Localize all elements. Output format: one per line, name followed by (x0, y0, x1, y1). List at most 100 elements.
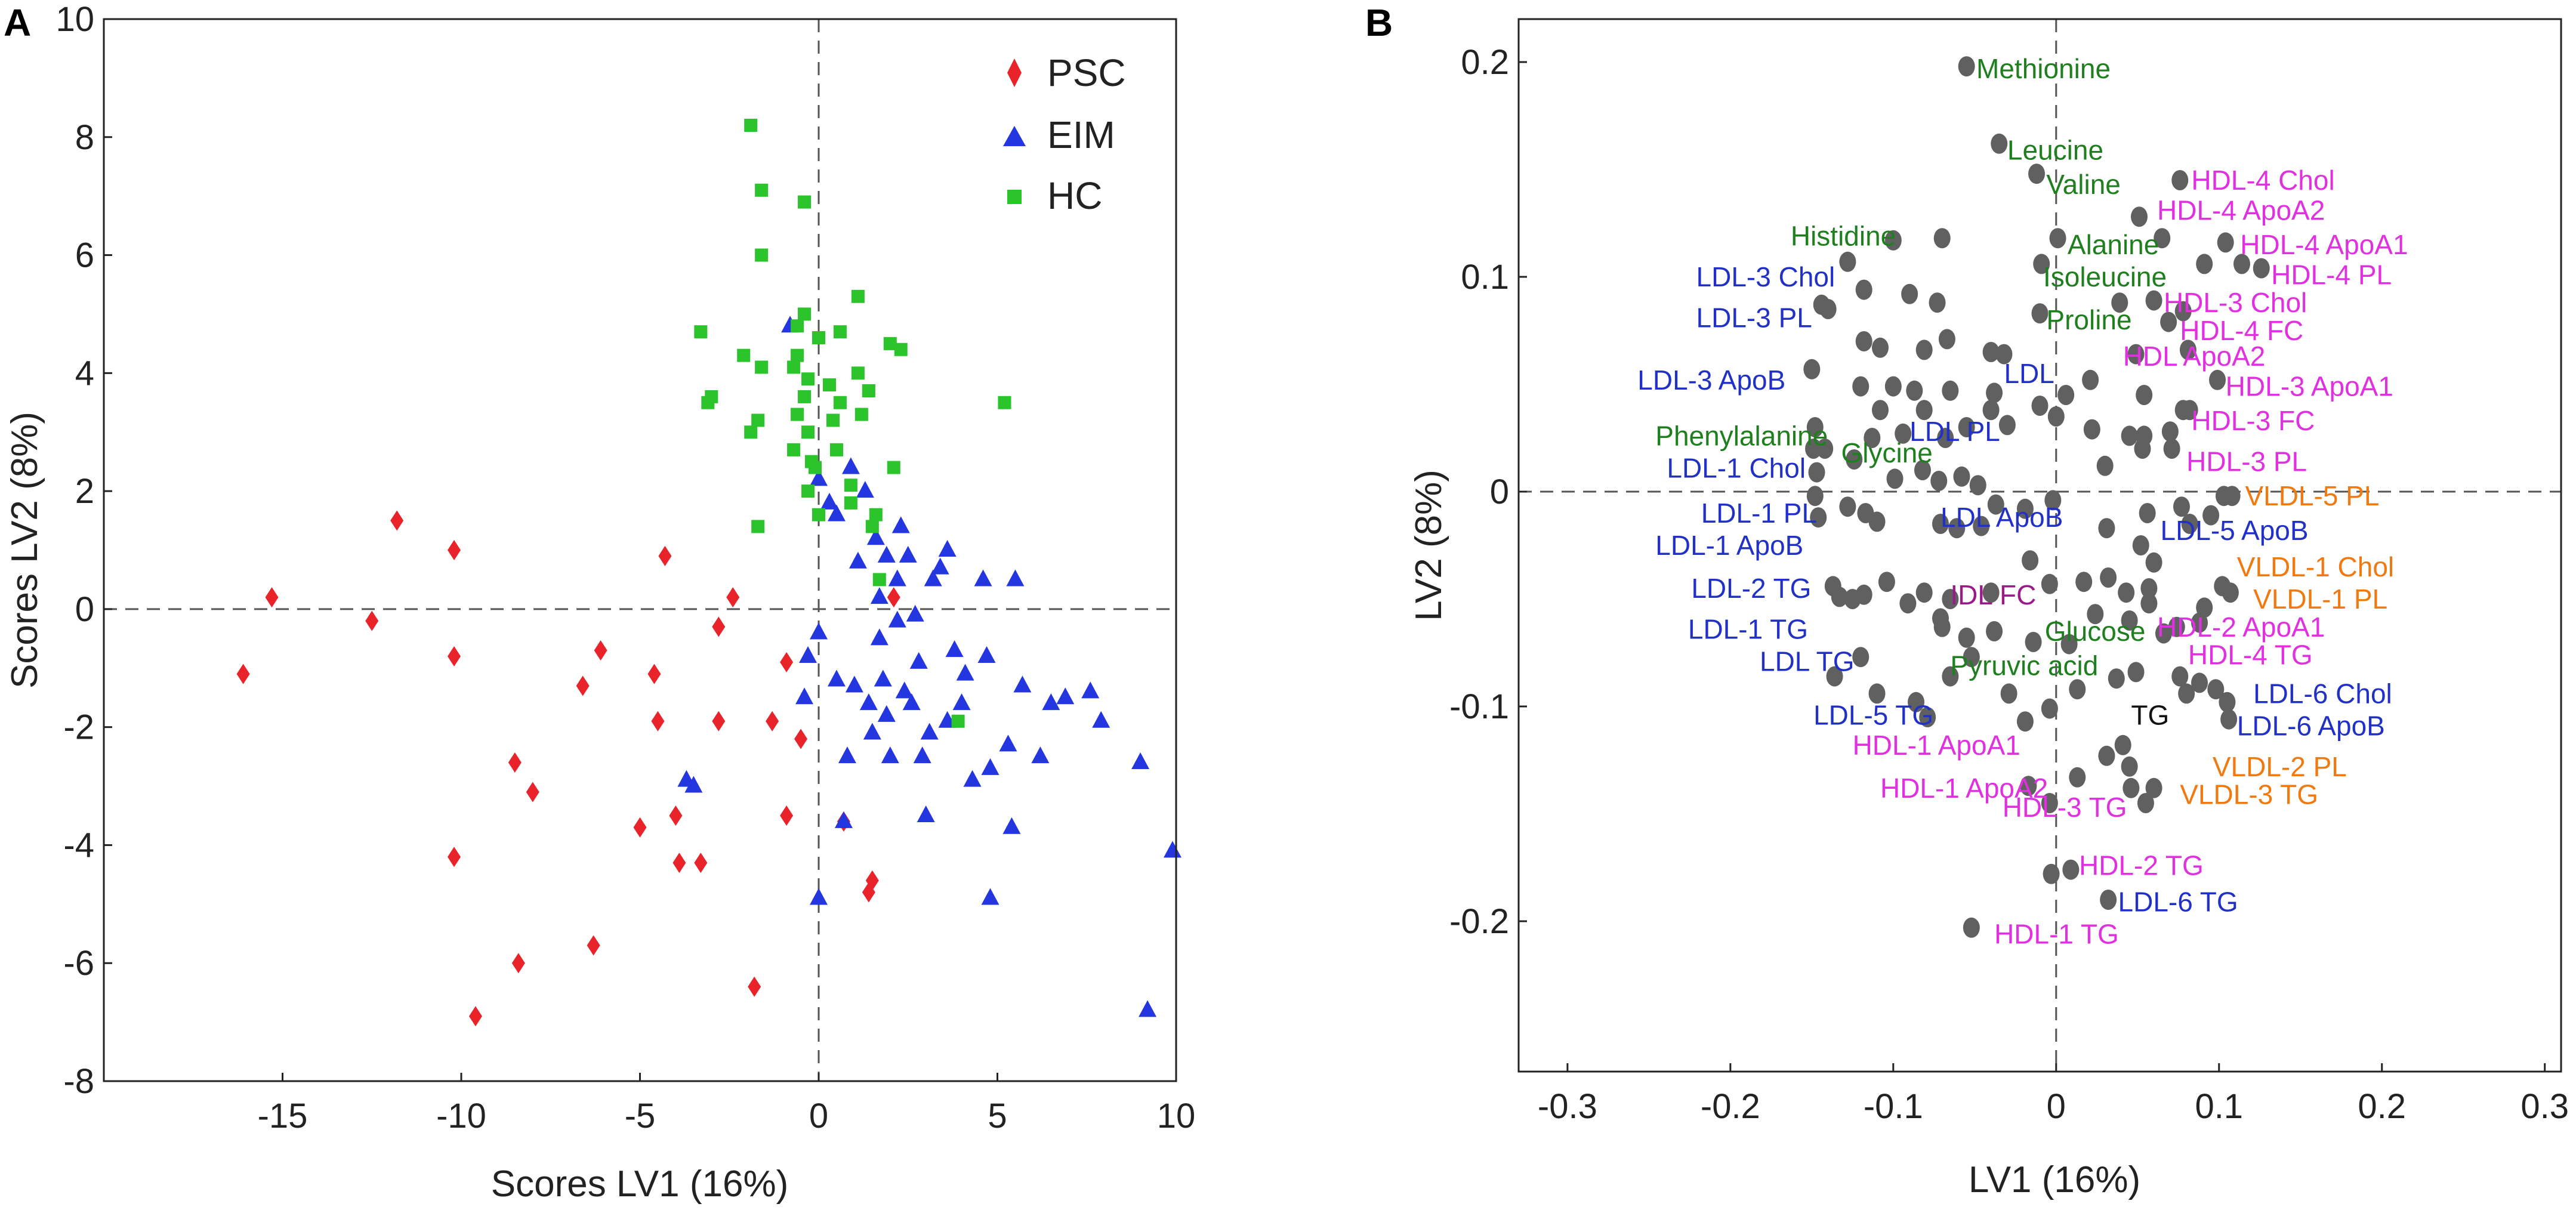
point-eim (1042, 693, 1060, 711)
variable-label: Pyruvic acid (1950, 650, 2098, 681)
point-eim (920, 723, 939, 740)
variable-label: LDL-3 Chol (1696, 261, 1835, 292)
panel-a: A -15 -10 -5 0 5 10 -8 -6 -4 -2 0 2 4 6 8 10 Scores LV… (4, 0, 1195, 1205)
variable-label: Leucine (2007, 135, 2103, 166)
variable-label: LDL-1 TG (1688, 613, 1808, 644)
point-hc (751, 413, 765, 427)
point-eim (795, 687, 814, 705)
y-tick-label: 0.2 (1461, 43, 1509, 82)
panel-a-x-ticks: -15 -10 -5 0 5 10 (258, 1073, 1196, 1135)
loading-point (1871, 337, 1889, 358)
loading-point (2000, 683, 2017, 704)
point-hc (872, 573, 886, 587)
loading-point (2031, 303, 2049, 324)
panel-a-reference-lines (104, 19, 1176, 1081)
loading-point (2075, 572, 2093, 592)
point-psc (633, 817, 647, 838)
loading-point (1826, 666, 1843, 687)
point-eim (810, 888, 828, 905)
loading-point (1846, 449, 1863, 470)
loading-point (2233, 254, 2250, 274)
point-eim (899, 545, 917, 563)
loading-point (1963, 917, 1980, 938)
legend-item-eim: EIM (1003, 113, 1115, 156)
point-psc (265, 587, 279, 608)
loading-point (1929, 292, 1946, 313)
panel-b-x-ticks: -0.3 -0.2 -0.1 0 0.1 0.2 0.3 (1538, 1063, 2569, 1126)
loading-point (2096, 455, 2114, 476)
variable-label: LDL-2 TG (1691, 573, 1811, 604)
loading-point (1942, 589, 1959, 609)
loading-point (1808, 462, 1825, 483)
point-psc (694, 853, 708, 873)
point-eim (924, 569, 942, 587)
point-hc (755, 248, 769, 262)
point-eim (888, 610, 906, 628)
point-eim (1131, 752, 1150, 769)
loading-point (1991, 133, 2008, 154)
variable-label: HDL-3 Chol (2164, 287, 2307, 318)
loading-point (2043, 863, 2060, 884)
loading-point (2022, 550, 2039, 571)
point-eim (1031, 746, 1050, 764)
point-eim (877, 545, 896, 563)
point-hc (844, 496, 857, 510)
loading-point (2154, 228, 2171, 249)
variable-label: VLDL-1 PL (2253, 584, 2387, 615)
loading-point (1878, 572, 1895, 592)
loading-point (2121, 610, 2138, 631)
loading-point (2178, 683, 2195, 704)
point-eim (856, 481, 874, 498)
point-eim (956, 663, 974, 681)
point-hc (862, 384, 875, 397)
y-tick-label: 2 (75, 472, 94, 511)
loading-point (1852, 647, 1869, 668)
loading-point (1998, 415, 2016, 436)
loading-point (2140, 578, 2158, 598)
loading-point (1852, 376, 1869, 397)
loading-point (2047, 406, 2065, 427)
point-eim (909, 652, 928, 669)
loading-point (2131, 206, 2148, 227)
loading-point (1855, 331, 1872, 351)
point-psc (594, 640, 607, 661)
point-eim (917, 805, 935, 822)
x-tick-label: -10 (436, 1097, 486, 1135)
point-hc (998, 396, 1011, 409)
point-hc (791, 408, 804, 421)
loading-point (1958, 417, 1975, 437)
variable-label: HDL-3 FC (2191, 405, 2315, 436)
point-psc (526, 782, 539, 802)
point-hc (829, 443, 843, 456)
point-eim (877, 705, 896, 722)
point-eim (1006, 569, 1025, 587)
loading-point (1864, 428, 1881, 448)
loading-point (2196, 254, 2213, 274)
x-tick-label: -0.2 (1701, 1087, 1760, 1126)
loading-point (2173, 496, 2190, 517)
loading-point (2132, 535, 2149, 555)
variable-label: HDL-1 ApoA2 (1880, 773, 2048, 804)
loading-point (2041, 573, 2058, 594)
point-eim (938, 540, 957, 557)
point-psc (887, 587, 900, 608)
legend-marker-hc (1007, 190, 1022, 204)
point-eim (810, 469, 828, 486)
x-tick-label: 10 (1157, 1097, 1196, 1135)
point-hc (826, 413, 840, 427)
loading-point (2044, 490, 2062, 511)
point-psc (468, 1006, 482, 1027)
point-eim (1013, 675, 1032, 693)
point-psc (780, 652, 794, 672)
point-psc (448, 646, 461, 666)
loading-point (2145, 777, 2162, 798)
loading-point (1958, 56, 1975, 77)
point-hc (787, 443, 801, 456)
loading-point (1969, 475, 1986, 496)
loading-point (2223, 486, 2241, 507)
loading-point (1982, 582, 2000, 603)
point-eim (902, 693, 921, 711)
loading-point (2098, 745, 2115, 766)
loading-point (1810, 507, 1827, 528)
